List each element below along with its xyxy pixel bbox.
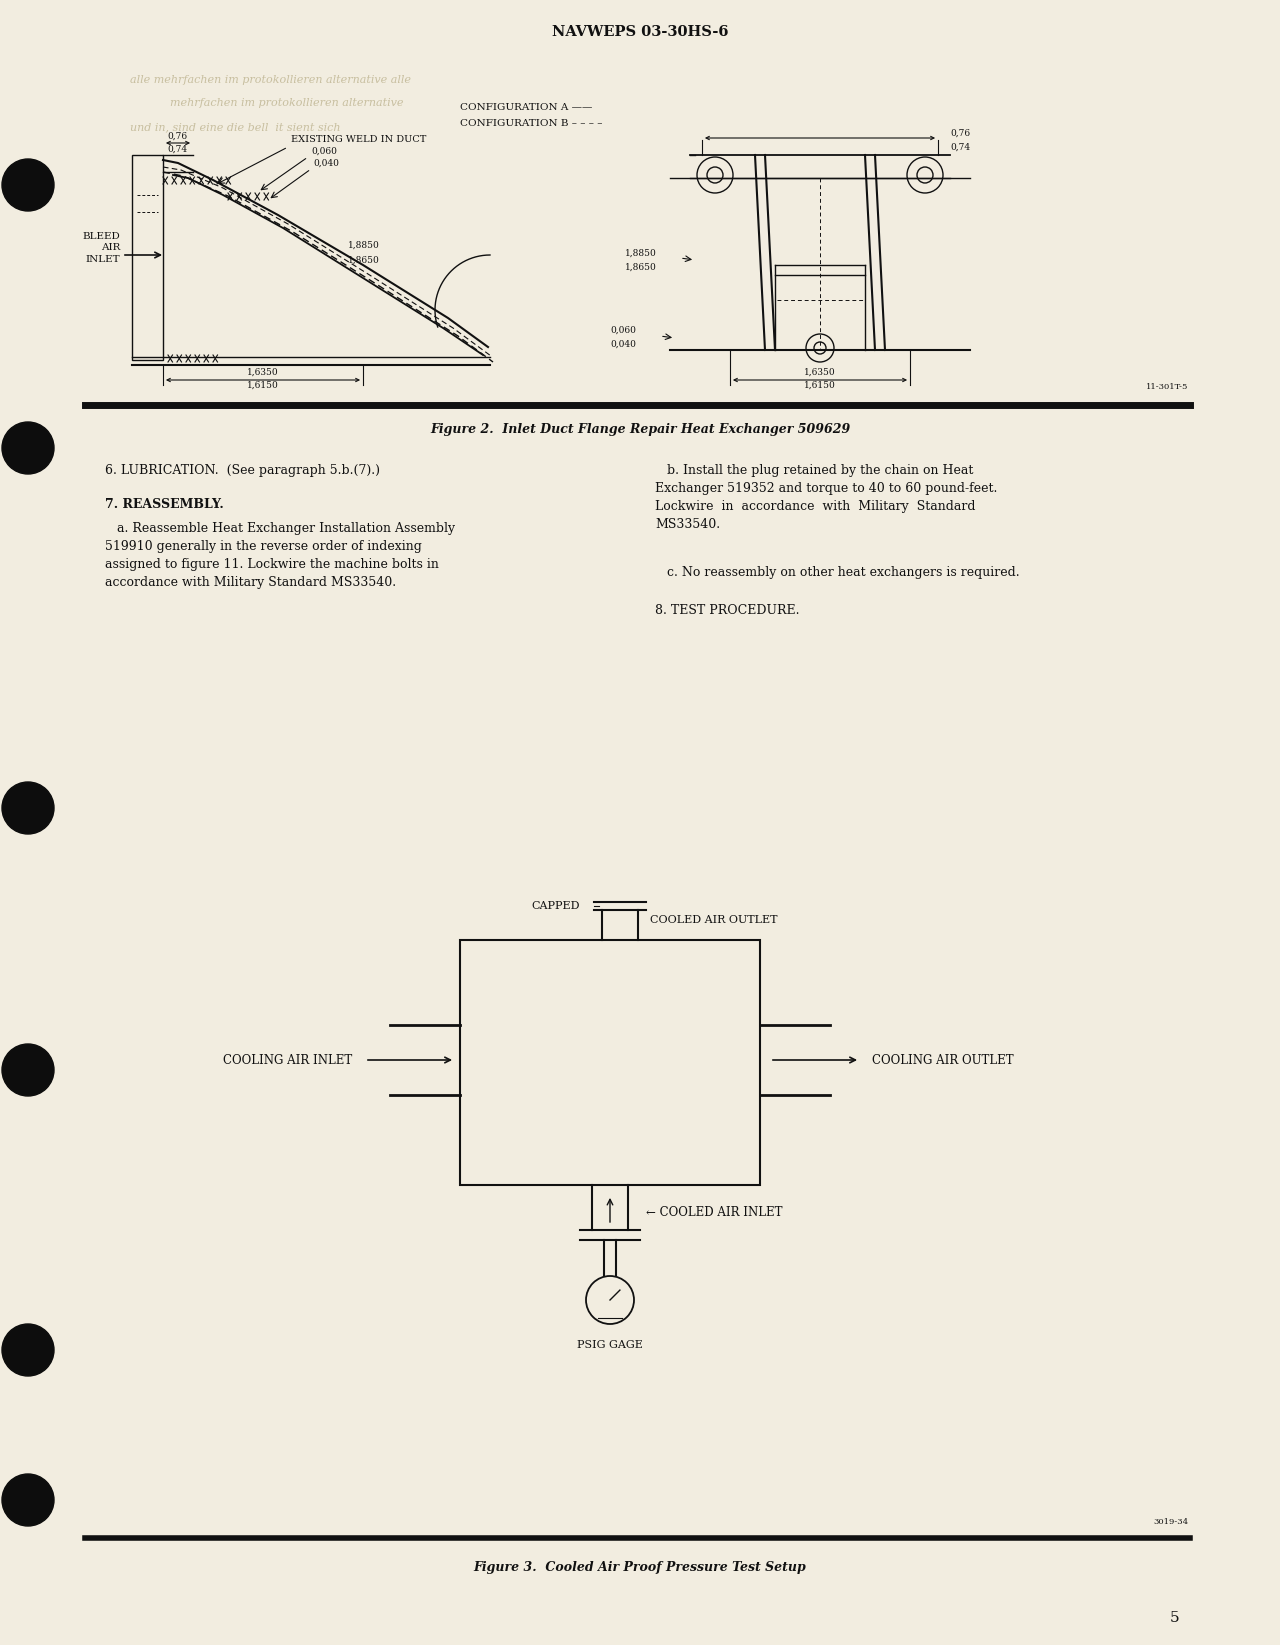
Text: und in, sind eine die bell  it sient sich: und in, sind eine die bell it sient sich xyxy=(131,122,340,132)
Text: 0,76: 0,76 xyxy=(166,132,187,140)
Text: COOLING AIR OUTLET: COOLING AIR OUTLET xyxy=(872,1053,1014,1066)
Text: 0,76: 0,76 xyxy=(950,128,970,138)
Text: 0,74: 0,74 xyxy=(166,145,187,153)
Text: 519910 generally in the reverse order of indexing: 519910 generally in the reverse order of… xyxy=(105,540,422,553)
Text: 0,040: 0,040 xyxy=(314,158,339,168)
Text: accordance with Military Standard MS33540.: accordance with Military Standard MS3354… xyxy=(105,576,396,589)
Text: c. No reassembly on other heat exchangers is required.: c. No reassembly on other heat exchanger… xyxy=(655,566,1020,579)
Text: Figure 3.  Cooled Air Proof Pressure Test Setup: Figure 3. Cooled Air Proof Pressure Test… xyxy=(474,1561,806,1574)
Text: 3019-34: 3019-34 xyxy=(1153,1518,1188,1527)
Text: Exchanger 519352 and torque to 40 to 60 pound-feet.: Exchanger 519352 and torque to 40 to 60 … xyxy=(655,482,997,495)
Text: BLEED
AIR
INLET: BLEED AIR INLET xyxy=(82,232,120,265)
Text: COOLED AIR OUTLET: COOLED AIR OUTLET xyxy=(650,915,777,924)
Text: alle mehrfachen im protokollieren alternative alle: alle mehrfachen im protokollieren altern… xyxy=(131,76,411,86)
Text: 7. REASSEMBLY.: 7. REASSEMBLY. xyxy=(105,498,224,512)
Text: 1,6350: 1,6350 xyxy=(247,367,279,377)
Text: a. Reassemble Heat Exchanger Installation Assembly: a. Reassemble Heat Exchanger Installatio… xyxy=(105,521,456,535)
Text: 1,6350: 1,6350 xyxy=(804,367,836,377)
Text: CONFIGURATION A ——: CONFIGURATION A —— xyxy=(460,104,593,112)
Text: 1,6150: 1,6150 xyxy=(247,380,279,390)
Text: PSIG GAGE: PSIG GAGE xyxy=(577,1341,643,1351)
Text: CONFIGURATION B – – – –: CONFIGURATION B – – – – xyxy=(460,120,603,128)
Text: COOLING AIR INLET: COOLING AIR INLET xyxy=(223,1053,352,1066)
Text: 8. TEST PROCEDURE.: 8. TEST PROCEDURE. xyxy=(655,604,800,617)
Text: 0,060: 0,060 xyxy=(611,326,636,334)
Circle shape xyxy=(3,1045,54,1096)
Text: EXISTING WELD IN DUCT: EXISTING WELD IN DUCT xyxy=(291,135,426,145)
Bar xyxy=(132,155,163,360)
Text: ← COOLED AIR INLET: ← COOLED AIR INLET xyxy=(646,1206,782,1219)
Text: 1,8850: 1,8850 xyxy=(348,240,380,250)
Text: 1,8650: 1,8650 xyxy=(625,263,657,271)
Text: 1,8650: 1,8650 xyxy=(348,255,380,265)
Text: 1,6150: 1,6150 xyxy=(804,380,836,390)
Text: 5: 5 xyxy=(1170,1610,1180,1625)
Text: Lockwire  in  accordance  with  Military  Standard: Lockwire in accordance with Military Sta… xyxy=(655,500,975,513)
Circle shape xyxy=(3,1324,54,1375)
Text: mehrfachen im protokollieren alternative: mehrfachen im protokollieren alternative xyxy=(170,99,403,109)
Text: 0,060: 0,060 xyxy=(311,146,337,156)
Bar xyxy=(460,939,760,1184)
Text: assigned to figure 11. Lockwire the machine bolts in: assigned to figure 11. Lockwire the mach… xyxy=(105,558,439,571)
Text: MS33540.: MS33540. xyxy=(655,518,721,531)
Circle shape xyxy=(3,423,54,474)
Circle shape xyxy=(3,1474,54,1527)
Circle shape xyxy=(3,781,54,834)
Text: 1,8850: 1,8850 xyxy=(625,248,657,258)
Circle shape xyxy=(3,160,54,211)
Text: b. Install the plug retained by the chain on Heat: b. Install the plug retained by the chai… xyxy=(655,464,973,477)
Text: 11-301T-5: 11-301T-5 xyxy=(1146,383,1188,392)
Text: CAPPED: CAPPED xyxy=(531,901,580,911)
Text: 0,74: 0,74 xyxy=(950,143,970,151)
Text: NAVWEPS 03-30HS-6: NAVWEPS 03-30HS-6 xyxy=(552,25,728,39)
Text: 6. LUBRICATION.  (See paragraph 5.b.(7).): 6. LUBRICATION. (See paragraph 5.b.(7).) xyxy=(105,464,380,477)
Text: Figure 2.  Inlet Duct Flange Repair Heat Exchanger 509629: Figure 2. Inlet Duct Flange Repair Heat … xyxy=(430,423,850,436)
Text: 0,040: 0,040 xyxy=(611,339,636,349)
